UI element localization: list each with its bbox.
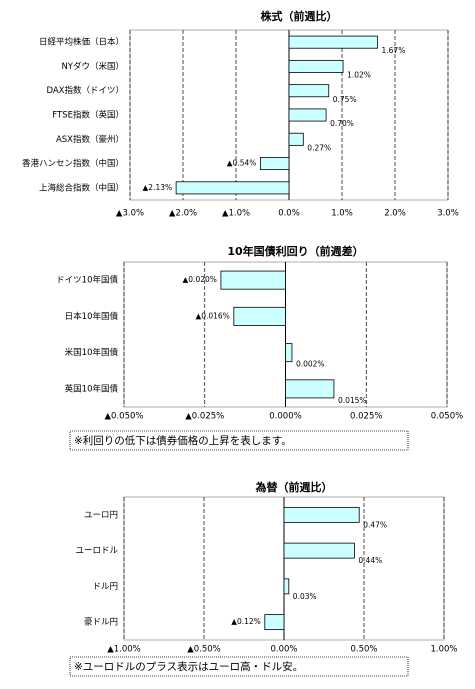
bar (288, 132, 304, 146)
note: ※利回りの低下は債券価格の上昇を表します。 (74, 434, 292, 447)
x-tick-label: 1.0% (331, 209, 353, 219)
value-label: 0.002% (296, 360, 325, 369)
x-tick-label: ▲0.50% (187, 645, 221, 655)
category-label: 日経平均株価（日本） (39, 37, 124, 48)
x-tick-label: 0.025% (350, 412, 382, 422)
bar (283, 506, 360, 523)
value-label: 0.03% (293, 592, 317, 601)
value-label: ▲0.020% (183, 275, 217, 284)
category-label: ドイツ10年国債 (56, 275, 118, 286)
value-label: 0.44% (358, 556, 382, 565)
category-label: 英国10年国債 (65, 383, 119, 394)
category-label: 米国10年国債 (65, 347, 119, 358)
bar (285, 379, 335, 399)
value-label: 0.47% (363, 520, 387, 529)
category-label: 香港ハンセン指数（中国） (22, 158, 124, 169)
bar (288, 84, 330, 98)
category-label: ASX指数（豪州） (56, 134, 124, 145)
x-tick-label: 0.50% (350, 645, 377, 655)
bar (283, 542, 355, 559)
bar (285, 343, 293, 363)
bar (288, 108, 327, 122)
x-tick-label: 3.0% (437, 209, 459, 219)
category-label: 上海総合指数（中国） (39, 182, 124, 193)
category-label: ドル円 (92, 582, 118, 592)
chart-title: 株式（前週比） (261, 9, 338, 23)
x-tick-label: 0.000% (269, 412, 301, 422)
bar (288, 59, 344, 73)
chart-title: 10年国債利回り（前週差） (227, 244, 363, 258)
bar (264, 614, 285, 631)
x-tick-label: 0.050% (431, 412, 463, 422)
value-label: ▲0.54% (227, 159, 257, 168)
value-label: ▲2.13% (143, 183, 173, 192)
category-label: NYダウ（米国） (61, 61, 124, 72)
note-box (69, 656, 409, 677)
value-label: 0.015% (338, 396, 367, 405)
x-tick-label: ▲1.00% (107, 645, 141, 655)
chart-title: 為替（前週比） (256, 480, 333, 494)
category-label: FTSE指数（英国） (52, 110, 124, 121)
bar (259, 157, 290, 171)
value-label: 1.67% (382, 46, 406, 55)
value-label: 0.27% (307, 143, 331, 152)
x-tick-label: 2.0% (384, 209, 406, 219)
x-tick-label: ▲0.025% (185, 412, 224, 422)
value-label: 0.70% (330, 119, 354, 128)
bar (233, 306, 286, 326)
x-tick-label: ▲2.0% (169, 209, 197, 219)
x-tick-label: ▲1.0% (222, 209, 250, 219)
x-tick-label: ▲0.050% (105, 412, 144, 422)
value-label: ▲0.016% (195, 311, 229, 320)
bar (288, 35, 378, 49)
x-tick-label: 0.0% (278, 209, 300, 219)
note-box (69, 430, 409, 451)
category-label: ユーロドル (75, 546, 118, 556)
value-label: 0.75% (333, 95, 357, 104)
category-label: DAX指数（ドイツ） (46, 85, 124, 96)
bar (175, 181, 290, 195)
category-label: ユーロ円 (84, 510, 118, 520)
category-label: 日本10年国債 (65, 311, 119, 322)
category-label: 豪ドル円 (84, 617, 118, 628)
note: ※ユーロドルのプラス表示はユーロ高・ドル安。 (74, 660, 303, 673)
value-label: ▲0.12% (231, 617, 261, 626)
x-tick-label: 0.00% (270, 645, 297, 655)
x-tick-label: 1.00% (430, 645, 457, 655)
bar (220, 270, 286, 290)
x-tick-label: ▲3.0% (116, 209, 144, 219)
value-label: 1.02% (347, 71, 371, 80)
bar (283, 578, 290, 595)
